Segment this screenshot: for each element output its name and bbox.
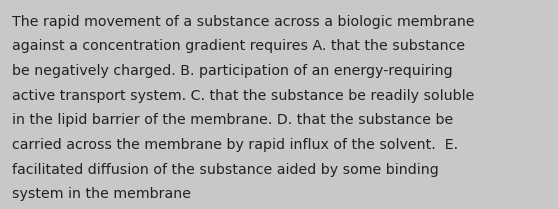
Text: The rapid movement of a substance across a biologic membrane: The rapid movement of a substance across… — [12, 15, 475, 29]
Text: against a concentration gradient requires A. that the substance: against a concentration gradient require… — [12, 39, 465, 53]
Text: facilitated diffusion of the substance aided by some binding: facilitated diffusion of the substance a… — [12, 163, 439, 177]
Text: carried across the membrane by rapid influx of the solvent.  E.: carried across the membrane by rapid inf… — [12, 138, 459, 152]
Text: be negatively charged. B. participation of an energy-requiring: be negatively charged. B. participation … — [12, 64, 453, 78]
Text: active transport system. C. that the substance be readily soluble: active transport system. C. that the sub… — [12, 89, 475, 103]
Text: system in the membrane: system in the membrane — [12, 187, 191, 201]
Text: in the lipid barrier of the membrane. D. that the substance be: in the lipid barrier of the membrane. D.… — [12, 113, 454, 127]
